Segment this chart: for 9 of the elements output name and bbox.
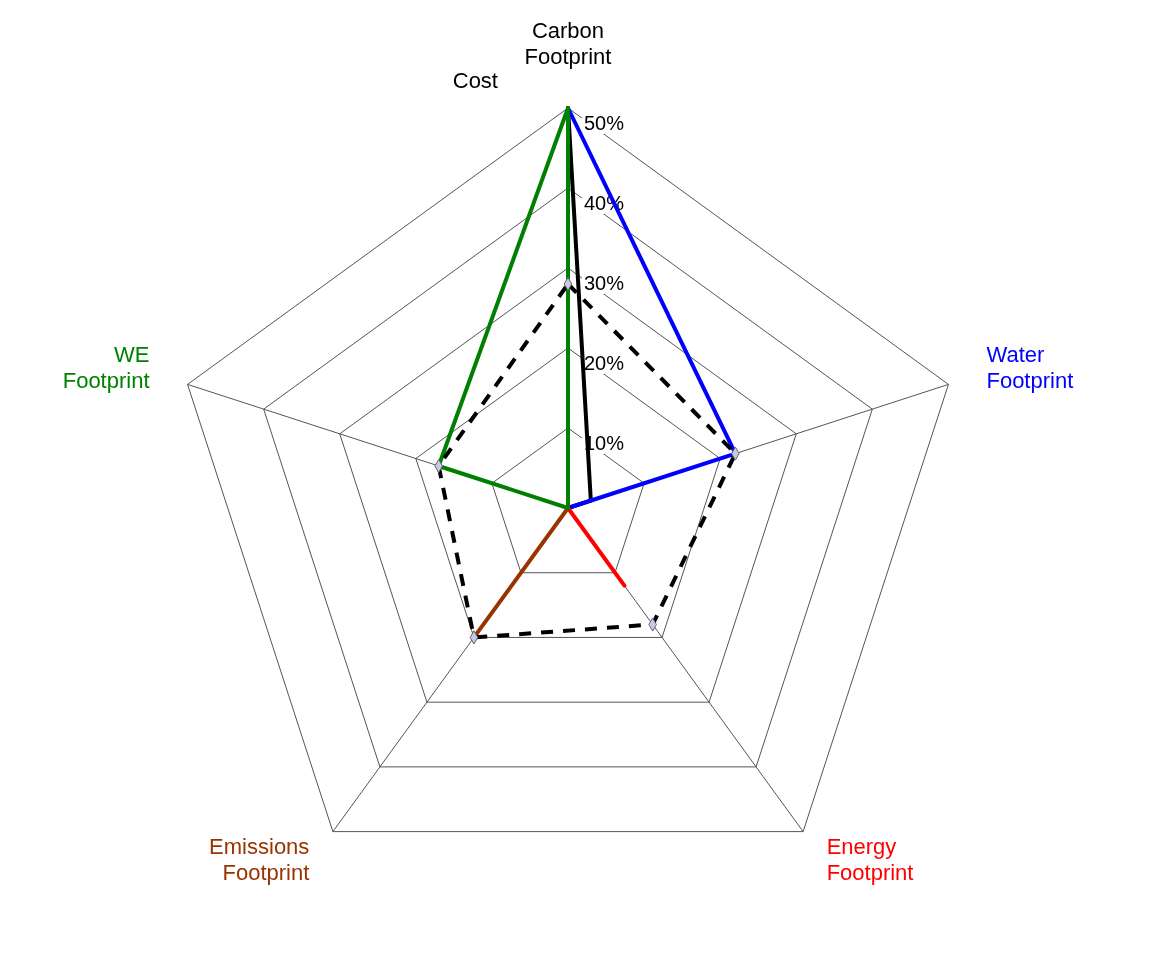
y-tick-label: 20% xyxy=(584,352,625,374)
y-tick-label: 50% xyxy=(584,112,625,134)
spoke-label: Emissions Footprint xyxy=(209,833,310,885)
y-tick-label: 30% xyxy=(584,272,625,294)
text: Cost xyxy=(452,68,498,93)
spoke-label: Energy Footprint xyxy=(826,833,914,885)
spoke-label: Water Footprint xyxy=(986,342,1074,394)
spoke-label: WE Footprint xyxy=(62,342,150,394)
spoke-label: Carbon Footprint xyxy=(524,18,612,69)
